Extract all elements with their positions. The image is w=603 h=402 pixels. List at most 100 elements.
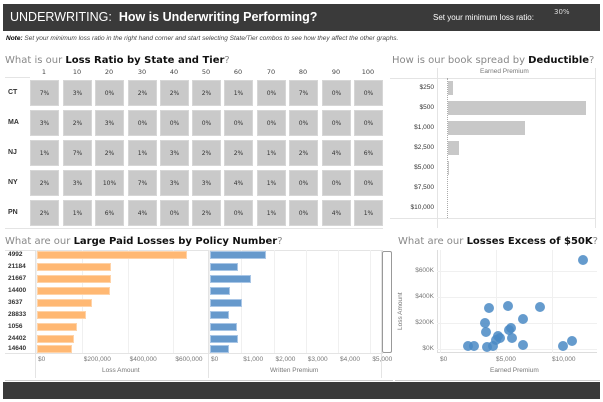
heatmap-cell[interactable]: 1% (257, 170, 286, 196)
scatter-point[interactable] (462, 340, 473, 351)
gridline (437, 323, 597, 324)
heatmap-cell[interactable]: 0% (289, 200, 318, 226)
heatmap-cell[interactable]: 4% (224, 170, 253, 196)
heatmap-cell[interactable]: 0% (354, 80, 383, 106)
heatmap-cell[interactable]: 0% (354, 170, 383, 196)
heatmap-cell[interactable]: 1% (257, 140, 286, 166)
written-premium-axis-title: Written Premium (270, 367, 319, 374)
heatmap-cell[interactable]: 1% (63, 200, 92, 226)
scatter-point[interactable] (503, 325, 514, 336)
heatmap-cell[interactable]: 2% (30, 170, 59, 196)
heatmap-cell[interactable]: 0% (322, 170, 351, 196)
deductible-bar[interactable] (448, 101, 586, 115)
heatmap-cell[interactable]: 3% (63, 80, 92, 106)
heatmap-cell[interactable]: 0% (322, 110, 351, 136)
heatmap-cell[interactable]: 2% (95, 140, 124, 166)
heatmap-cell[interactable]: 0% (257, 80, 286, 106)
scatter-point[interactable] (557, 341, 568, 351)
written-premium-bar[interactable] (210, 287, 230, 295)
scatter-point[interactable] (517, 313, 528, 324)
deductible-bar[interactable] (448, 81, 453, 95)
heatmap-cell[interactable]: 7% (128, 170, 157, 196)
heatmap-cell[interactable]: 4% (322, 140, 351, 166)
scatter-point[interactable] (566, 335, 577, 346)
scatter-point[interactable] (481, 326, 492, 337)
heatmap-cell[interactable]: 3% (95, 110, 124, 136)
written-premium-bar[interactable] (210, 345, 229, 353)
heatmap-cell[interactable]: 2% (30, 200, 59, 226)
written-premium-bar[interactable] (210, 251, 267, 259)
scrollbar[interactable] (382, 251, 392, 353)
heatmap-cell[interactable]: 2% (192, 80, 221, 106)
loss-amount-bar[interactable] (37, 287, 111, 295)
heatmap-cell[interactable]: 7% (30, 80, 59, 106)
heatmap-cell[interactable]: 1% (128, 140, 157, 166)
heatmap-cell[interactable]: 6% (95, 200, 124, 226)
heatmap-cell[interactable]: 7% (289, 80, 318, 106)
heatmap-cell[interactable]: 0% (289, 170, 318, 196)
heatmap-cell[interactable]: 0% (192, 110, 221, 136)
heatmap-cell[interactable]: 0% (322, 80, 351, 106)
heatmap-cell[interactable]: 0% (224, 110, 253, 136)
written-premium-bar[interactable] (210, 263, 239, 271)
scatter-point[interactable] (507, 333, 518, 344)
written-premium-bar[interactable] (210, 311, 229, 319)
scatter-point[interactable] (487, 341, 498, 352)
heatmap-cell[interactable]: 1% (257, 200, 286, 226)
scatter-point[interactable] (482, 341, 493, 352)
heatmap-cell[interactable]: 1% (30, 140, 59, 166)
heatmap-cell[interactable]: 0% (95, 80, 124, 106)
heatmap-cell[interactable]: 0% (160, 200, 189, 226)
loss-amount-bar[interactable] (37, 275, 111, 283)
deductible-bar[interactable] (448, 121, 525, 135)
heatmap-cell[interactable]: 2% (63, 110, 92, 136)
heatmap-cell[interactable]: 10% (95, 170, 124, 196)
heatmap-cell[interactable]: 0% (257, 110, 286, 136)
heatmap-cell[interactable]: 2% (192, 140, 221, 166)
heatmap-cell[interactable]: 4% (128, 200, 157, 226)
loss-amount-bar[interactable] (37, 263, 112, 271)
heatmap-cell[interactable]: 0% (289, 110, 318, 136)
heatmap-cell[interactable]: 3% (160, 170, 189, 196)
written-premium-bar[interactable] (210, 275, 251, 283)
scatter-point[interactable] (468, 340, 479, 351)
loss-amount-bar[interactable] (37, 311, 87, 319)
scatter-point[interactable] (517, 339, 528, 350)
heatmap-cell[interactable]: 2% (160, 80, 189, 106)
written-premium-bar[interactable] (210, 299, 242, 307)
scatter-point[interactable] (479, 317, 490, 328)
heatmap-cell[interactable]: 1% (224, 80, 253, 106)
heatmap-cell[interactable]: 2% (289, 140, 318, 166)
policy-number-label: 1056 (8, 323, 23, 330)
scatter-point[interactable] (578, 254, 589, 265)
heatmap-cell[interactable]: 3% (30, 110, 59, 136)
scatter-point[interactable] (491, 334, 502, 345)
loss-ratio-slider[interactable]: 30% (554, 8, 570, 16)
heatmap-cell[interactable]: 0% (128, 110, 157, 136)
heatmap-cell[interactable]: 2% (128, 80, 157, 106)
heatmap-cell[interactable]: 2% (224, 140, 253, 166)
heatmap-cell[interactable]: 3% (63, 170, 92, 196)
loss-amount-bar[interactable] (37, 335, 75, 343)
scatter-point[interactable] (503, 301, 514, 312)
heatmap-cell[interactable]: 3% (192, 170, 221, 196)
heatmap-cell[interactable]: 3% (160, 140, 189, 166)
deductible-bar[interactable] (448, 141, 460, 155)
loss-amount-bar[interactable] (37, 323, 78, 331)
heatmap-cell[interactable]: 0% (160, 110, 189, 136)
scatter-point[interactable] (484, 303, 495, 314)
deductible-bar[interactable] (448, 161, 449, 175)
heatmap-cell[interactable]: 7% (63, 140, 92, 166)
loss-amount-bar[interactable] (37, 299, 92, 307)
heatmap-cell[interactable]: 0% (354, 110, 383, 136)
scatter-point[interactable] (534, 302, 545, 313)
written-premium-bar[interactable] (210, 335, 239, 343)
heatmap-cell[interactable]: 1% (354, 200, 383, 226)
heatmap-cell[interactable]: 4% (322, 200, 351, 226)
heatmap-cell[interactable]: 0% (224, 200, 253, 226)
heatmap-cell[interactable]: 6% (354, 140, 383, 166)
heatmap-cell[interactable]: 2% (192, 200, 221, 226)
loss-amount-bar[interactable] (37, 345, 72, 353)
written-premium-bar[interactable] (210, 323, 238, 331)
loss-amount-bar[interactable] (37, 251, 188, 259)
